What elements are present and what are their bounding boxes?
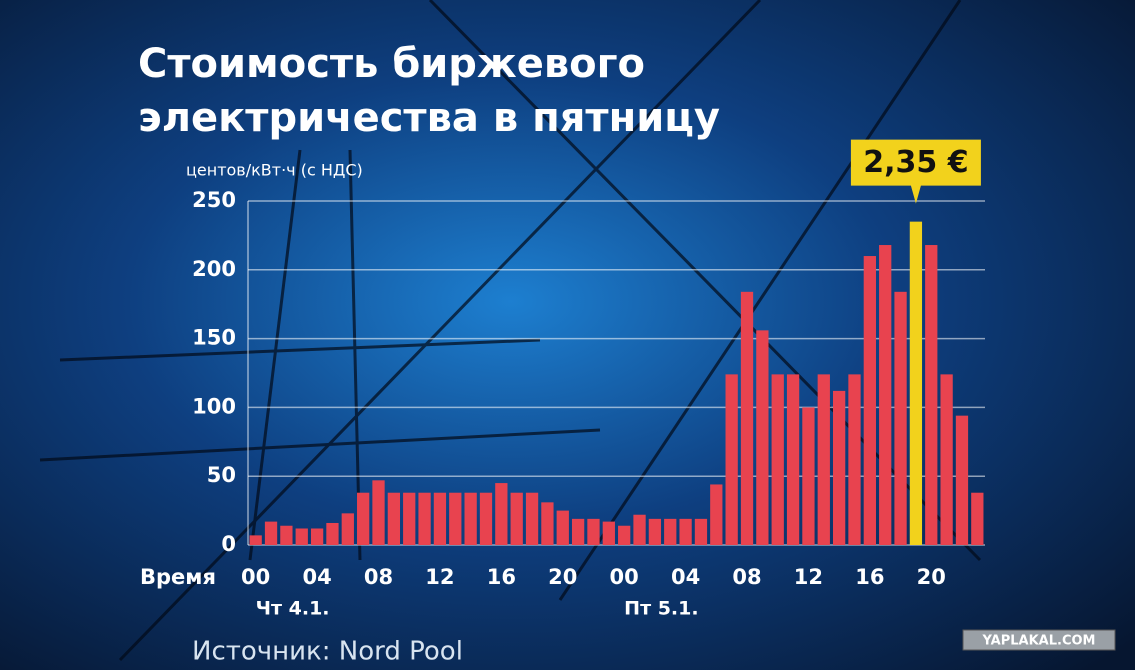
x-tick-label: 00 (610, 565, 639, 589)
bar (357, 492, 370, 545)
bar (449, 492, 462, 545)
bar (602, 521, 615, 545)
watermark: YAPLAKAL.COM (982, 634, 1096, 649)
x-tick-label: 16 (855, 565, 884, 589)
x-tick-label: 04 (302, 565, 331, 589)
bar (418, 492, 431, 545)
y-tick-label: 50 (207, 463, 236, 487)
bar (387, 492, 401, 545)
bar (310, 528, 324, 545)
bar (679, 518, 692, 545)
bar (403, 492, 416, 545)
bar (556, 510, 569, 545)
chart-title: электричества в пятницу (138, 95, 720, 141)
x-tick-label: 04 (671, 565, 700, 589)
bar (648, 518, 662, 545)
bar (571, 518, 585, 545)
bar (495, 483, 508, 545)
bar (848, 374, 861, 545)
y-axis-label: центов/кВт·ч (с НДС) (186, 161, 363, 180)
bar (510, 492, 523, 545)
bar (879, 245, 892, 546)
bar (433, 492, 447, 545)
bar (525, 492, 539, 545)
bar (664, 518, 677, 545)
bar (832, 390, 846, 545)
x-tick-label: 08 (732, 565, 761, 589)
bar (633, 514, 646, 545)
bar (694, 518, 708, 545)
bar (618, 525, 631, 545)
bar (909, 221, 923, 545)
bar (740, 291, 754, 545)
bar (817, 374, 830, 545)
day-label: Чт 4.1. (256, 598, 330, 620)
bar (295, 528, 308, 545)
y-tick-label: 150 (192, 326, 236, 350)
bar (264, 521, 278, 545)
bar (280, 525, 293, 545)
bar (771, 374, 784, 545)
bar (971, 492, 984, 545)
bar (326, 522, 339, 545)
bar (940, 374, 953, 545)
x-tick-label: 20 (548, 565, 577, 589)
bar (587, 518, 600, 545)
x-tick-label: 12 (425, 565, 454, 589)
bar (925, 245, 938, 546)
x-tick-label: 08 (364, 565, 393, 589)
y-tick-label: 0 (221, 532, 236, 556)
x-tick-label: 16 (487, 565, 516, 589)
bar (894, 291, 907, 545)
bar (863, 256, 876, 545)
bar (464, 492, 477, 545)
source: Источник: Nord Pool (192, 637, 463, 667)
bar (802, 407, 815, 545)
bar (341, 513, 354, 545)
x-tick-label: 12 (794, 565, 823, 589)
bar (756, 330, 769, 545)
x-axis-label: Время (140, 565, 216, 589)
x-tick-label: 00 (241, 565, 270, 589)
y-tick-label: 200 (192, 257, 236, 281)
bar (249, 535, 262, 545)
bar (479, 492, 493, 545)
chart-title: Стоимость биржевого (138, 41, 645, 87)
bar (541, 502, 554, 545)
y-tick-label: 100 (192, 394, 236, 418)
x-tick-label: 20 (917, 565, 946, 589)
watermark-box (962, 629, 1116, 651)
bar (725, 374, 738, 545)
bar (786, 374, 800, 545)
pylon-decoration (39, 0, 982, 662)
callout-box (850, 139, 981, 204)
y-tick-label: 250 (192, 188, 236, 212)
bar (955, 415, 969, 545)
bar (710, 484, 723, 545)
value-label: 2,35 € (863, 145, 968, 180)
bar (372, 480, 385, 545)
day-label: Пт 5.1. (624, 598, 698, 620)
